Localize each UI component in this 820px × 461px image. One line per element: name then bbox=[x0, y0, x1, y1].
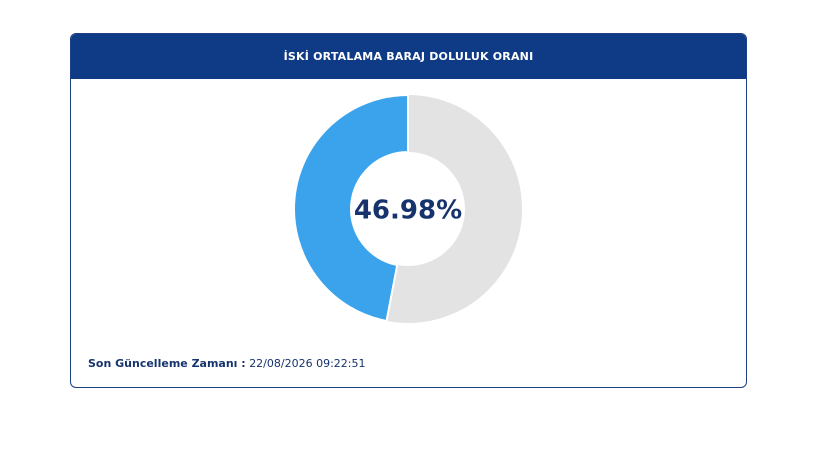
card: İSKİ ORTALAMA BARAJ DOLULUK ORANI 46.98%… bbox=[70, 33, 747, 388]
footer-label: Son Güncelleme Zamanı : bbox=[88, 357, 246, 370]
center-value: 46.98% bbox=[354, 196, 462, 226]
card-title: İSKİ ORTALAMA BARAJ DOLULUK ORANI bbox=[71, 34, 746, 79]
footer-value: 22/08/2026 09:22:51 bbox=[249, 357, 366, 370]
footer: Son Güncelleme Zamanı : 22/08/2026 09:22… bbox=[88, 357, 366, 370]
chart: 46.98% bbox=[293, 93, 522, 323]
donut-segment bbox=[293, 93, 409, 323]
